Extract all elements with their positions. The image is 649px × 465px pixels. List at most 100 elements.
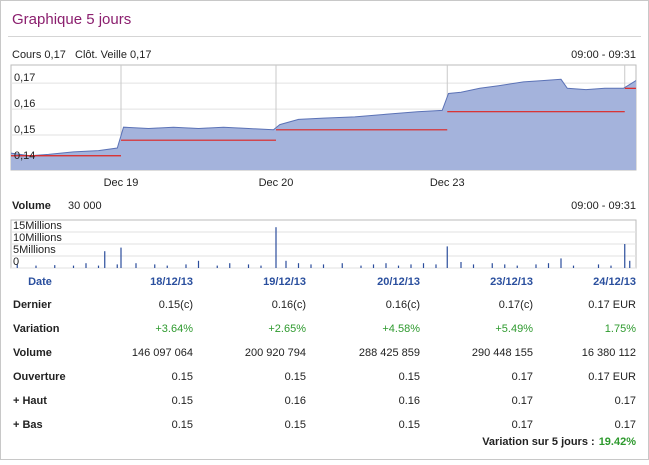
volume-bar (197, 260, 200, 268)
y-tick-label: 5Millions (13, 244, 56, 256)
cell: 200 920 794 (245, 347, 306, 359)
footer: Variation sur 5 jours : 19.42% (482, 436, 636, 448)
cell: 290 448 155 (472, 347, 533, 359)
volume-bar (397, 265, 400, 268)
volume-bar (504, 264, 506, 268)
volume-bar (54, 265, 56, 268)
cell: 0.15(c) (159, 299, 193, 311)
cell: 0.17 (512, 419, 533, 431)
cell: 0.15 (172, 419, 193, 431)
volume-time-range: 09:00 - 09:31 (571, 200, 636, 212)
volume-bar (360, 265, 362, 268)
cell: +2.65% (268, 323, 306, 335)
volume-bar (260, 265, 262, 268)
volume-bar (535, 264, 537, 268)
cell: 0.16 (399, 395, 420, 407)
time-range: 09:00 - 09:31 (571, 49, 636, 61)
column-header: 18/12/13 (150, 276, 193, 288)
volume-bar (120, 247, 122, 268)
column-header: Date (28, 276, 52, 288)
volume-bar (372, 264, 375, 268)
cell: 0.15 (172, 371, 193, 383)
prev-close: Clôt. Veille 0,17 (75, 49, 151, 61)
cell: +5.49% (495, 323, 533, 335)
y-tick-label: 10Millions (13, 232, 62, 244)
volume-bar (572, 265, 575, 268)
volume-bar (322, 264, 325, 268)
volume-bar (285, 260, 287, 268)
volume-bar (516, 265, 518, 268)
price: Cours 0,17 (12, 49, 66, 61)
cell: 0.15 (285, 371, 306, 383)
volume-bar (597, 264, 600, 268)
column-header: 23/12/13 (490, 276, 533, 288)
volume-value: 30 000 (68, 200, 102, 212)
volume-bar (422, 263, 425, 268)
y-tick-label: 0,15 (14, 124, 35, 136)
cell: 0.15 (399, 419, 420, 431)
volume-bar (166, 265, 168, 268)
volume-bar (135, 263, 137, 268)
cell: 0.17 (615, 395, 636, 407)
volume-bar (35, 265, 37, 268)
column-header: 20/12/13 (377, 276, 420, 288)
footer-value: 19.42% (599, 436, 637, 448)
x-tick-label: Dec 23 (430, 177, 465, 189)
cell: 0.15 (285, 419, 306, 431)
volume-bar (624, 244, 626, 268)
volume-bar (491, 263, 493, 268)
price-line (10, 78, 637, 157)
y-tick-label: 0,14 (14, 150, 35, 162)
x-tick-label: Dec 20 (259, 177, 294, 189)
table: Date 18/12/13 19/12/13 20/12/13 23/12/13 24/1… (13, 276, 636, 448)
volume-bar (610, 265, 612, 268)
cell: 0.17 (512, 371, 533, 383)
volume-bar (275, 227, 277, 268)
volume-bar (216, 265, 218, 268)
cell: 0.17 EUR (588, 299, 636, 311)
cell: 16 380 112 (582, 347, 636, 359)
cell: +3.64% (155, 323, 193, 335)
cell: 0.17 (512, 395, 533, 407)
column-header: 24/12/13 (593, 276, 636, 288)
cell: 0.16 (285, 395, 306, 407)
row-label: Dernier (13, 299, 52, 311)
volume-bar (629, 260, 631, 268)
volume-bar (185, 264, 187, 268)
x-tick-label: Dec 19 (104, 177, 139, 189)
column-header: 19/12/13 (263, 276, 306, 288)
volume-bar (154, 264, 156, 268)
row-label: + Haut (13, 395, 47, 407)
y-tick-label: 0,17 (14, 72, 35, 84)
y-tick-label: 15Millions (13, 220, 62, 232)
volume-bar (560, 258, 562, 268)
cell: 0.17(c) (499, 299, 533, 311)
cell: 146 097 064 (132, 347, 193, 359)
volume-bar (547, 263, 550, 268)
volume-bar (72, 265, 75, 268)
volume-bar (341, 263, 343, 268)
cell: 288 425 859 (359, 347, 420, 359)
volume-bar (16, 264, 18, 268)
cell: 0.17 (615, 419, 636, 431)
volume-bar (435, 264, 437, 268)
volume-title: Volume (12, 200, 51, 212)
price-area (11, 79, 636, 170)
row-label: Variation (13, 323, 60, 335)
y-tick-label: 0 (13, 256, 19, 268)
volume-bar (97, 265, 100, 268)
cell: 0.15 (172, 395, 193, 407)
volume-bar (85, 263, 87, 268)
volume-bar (297, 263, 300, 268)
row-label: + Bas (13, 419, 43, 431)
volume-bar (472, 264, 475, 268)
row-label: Volume (13, 347, 52, 359)
widget-title: Graphique 5 jours (12, 11, 131, 28)
cell: 1.75% (605, 323, 636, 335)
volume-bar (410, 264, 412, 268)
row-label: Ouverture (13, 371, 66, 383)
volume-bar (385, 263, 387, 268)
cell: 0.15 (399, 371, 420, 383)
volume-bar (310, 264, 312, 268)
